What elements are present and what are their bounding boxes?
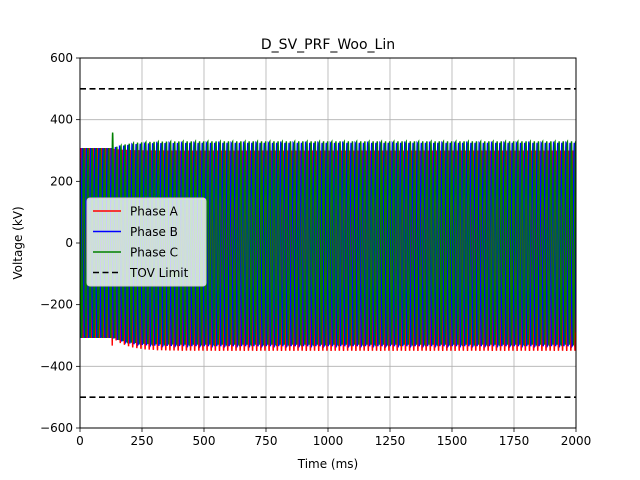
legend-label: Phase B bbox=[130, 225, 178, 239]
chart-title: D_SV_PRF_Woo_Lin bbox=[261, 37, 395, 53]
y-tick-label: 400 bbox=[50, 113, 73, 127]
y-tick-label: 200 bbox=[50, 174, 73, 188]
x-tick-label: 1500 bbox=[437, 434, 468, 448]
legend-box bbox=[86, 197, 207, 287]
x-axis: 0 250 500 750 1000 1250 1500 1750 2000 bbox=[76, 428, 591, 448]
x-tick-label: 2000 bbox=[561, 434, 592, 448]
legend: Phase A Phase B Phase C TOV Limit bbox=[86, 197, 207, 287]
series-line-phase-c bbox=[80, 132, 576, 347]
y-tick-label: −200 bbox=[40, 298, 73, 312]
x-tick-label: 1000 bbox=[313, 434, 344, 448]
series-layer bbox=[80, 88, 576, 398]
y-tick-label: 0 bbox=[65, 236, 73, 250]
y-tick-label: 600 bbox=[50, 51, 73, 65]
y-tick-label: −600 bbox=[40, 421, 73, 435]
legend-label: Phase A bbox=[130, 205, 179, 219]
legend-label: TOV Limit bbox=[129, 266, 189, 280]
x-tick-label: 750 bbox=[255, 434, 278, 448]
series-line-phase-b bbox=[80, 140, 576, 349]
x-tick-label: 250 bbox=[131, 434, 154, 448]
legend-label: Phase C bbox=[130, 246, 178, 260]
y-axis: −600 −400 −200 0 200 400 600 bbox=[40, 51, 80, 435]
x-tick-label: 0 bbox=[76, 434, 84, 448]
x-tick-label: 1750 bbox=[499, 434, 530, 448]
y-axis-label: Voltage (kV) bbox=[11, 206, 25, 279]
x-axis-label: Time (ms) bbox=[297, 457, 359, 471]
x-tick-label: 500 bbox=[193, 434, 216, 448]
x-tick-label: 1250 bbox=[375, 434, 406, 448]
plot-area bbox=[80, 88, 576, 398]
y-tick-label: −400 bbox=[40, 359, 73, 373]
